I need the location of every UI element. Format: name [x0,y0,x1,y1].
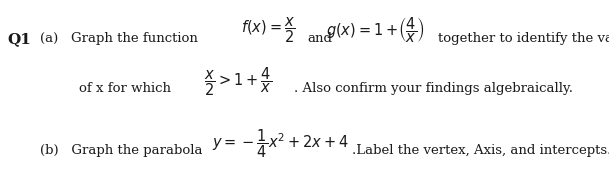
Text: .Label the vertex, Axis, and intercepts.: .Label the vertex, Axis, and intercepts. [352,144,609,157]
Text: $g(x)=1+\!\left(\dfrac{4}{x}\right)$: $g(x)=1+\!\left(\dfrac{4}{x}\right)$ [326,15,425,45]
Text: together to identify the values: together to identify the values [438,32,609,45]
Text: and: and [308,32,333,45]
Text: $\dfrac{x}{2}>1+\dfrac{4}{x}$: $\dfrac{x}{2}>1+\dfrac{4}{x}$ [204,65,272,98]
Text: (a)   Graph the function: (a) Graph the function [40,32,197,45]
Text: (b)   Graph the parabola: (b) Graph the parabola [40,144,202,157]
Text: Q1: Q1 [7,32,31,46]
Text: $y=-\dfrac{1}{4}x^{2}+2x+4$: $y=-\dfrac{1}{4}x^{2}+2x+4$ [212,127,348,160]
Text: of x for which: of x for which [79,82,171,95]
Text: . Also confirm your findings algebraically.: . Also confirm your findings algebraical… [294,82,572,95]
Text: $f(x)=\dfrac{x}{2}$: $f(x)=\dfrac{x}{2}$ [241,15,295,45]
